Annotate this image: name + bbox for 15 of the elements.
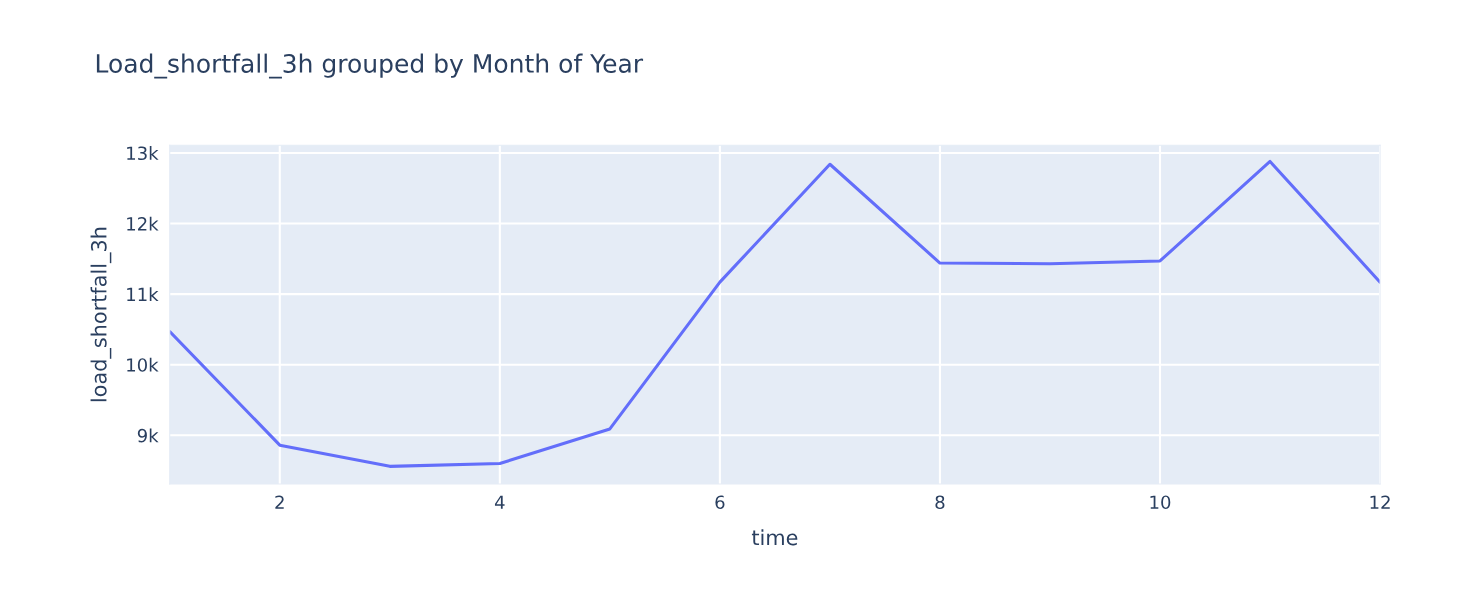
y-axis-title: load_shortfall_3h	[90, 227, 112, 402]
x-tick-label: 8	[935, 495, 945, 510]
y-tick-label: 11k	[127, 287, 159, 301]
x-tick-label: 6	[715, 495, 725, 510]
x-tick-label: 2	[275, 495, 284, 509]
x-tick-label: 12	[1370, 495, 1390, 509]
x-axis-title: time	[751, 529, 798, 546]
y-tick-label: 10k	[127, 357, 159, 372]
y-tick-label: 13k	[127, 146, 159, 161]
y-tick-label: 9k	[137, 428, 159, 443]
chart-title: Load_shortfall_3h grouped by Month of Year	[96, 53, 644, 79]
x-tick-label: 10	[1150, 495, 1171, 510]
y-tick-label: 12k	[127, 216, 159, 231]
line-series	[169, 159, 1381, 468]
x-tick-label: 4	[494, 495, 505, 509]
